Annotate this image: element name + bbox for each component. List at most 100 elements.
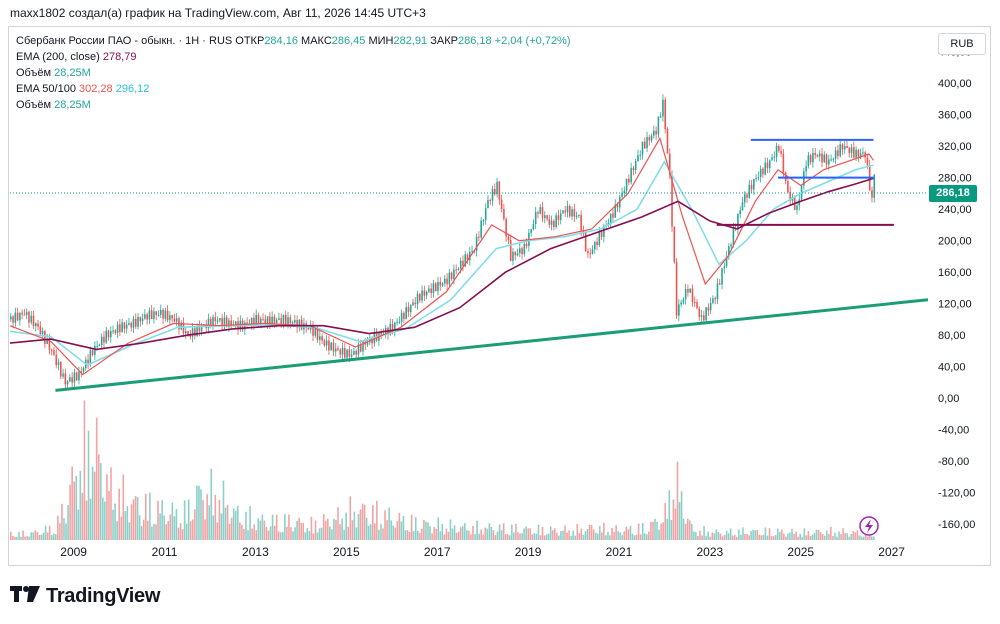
volume-bar (619, 532, 622, 540)
volume-bar (778, 531, 781, 540)
volume-bar (324, 520, 327, 540)
volume-bar (811, 534, 814, 540)
volume-bar (578, 533, 581, 540)
candle-body (109, 331, 112, 338)
volume-bar (607, 531, 609, 540)
volume-bar (553, 528, 556, 540)
candle-body (562, 210, 564, 214)
legend-ema200-row[interactable]: EMA (200, close) 278,79 (16, 49, 571, 65)
volume-bar (333, 518, 335, 540)
candle-body (173, 318, 176, 322)
candle-body (725, 256, 728, 267)
volume-bar (390, 520, 392, 540)
open-value: 284,16 (264, 35, 298, 47)
tradingview-logo[interactable]: TradingView (10, 585, 160, 608)
legend-ema50100-row[interactable]: EMA 50/100 302,28 296,12 (16, 81, 571, 97)
candle-body (764, 162, 766, 175)
volume-bar (140, 526, 143, 540)
volume-bar (279, 532, 282, 540)
legend-volume2-row[interactable]: Объём 28,25M (16, 97, 571, 113)
volume-bar (830, 526, 832, 540)
volume-bar (525, 526, 527, 540)
candle-body (693, 301, 696, 303)
volume-bar (44, 525, 47, 540)
volume-bar (740, 534, 742, 540)
volume-bar (603, 522, 605, 540)
candle-body (500, 199, 503, 210)
volume-bar (453, 525, 456, 540)
volume-bar (611, 527, 613, 540)
volume-bar (738, 529, 740, 540)
volume-bar (259, 520, 262, 540)
lightning-icon[interactable] (859, 516, 879, 536)
volume-bar (668, 490, 671, 540)
volume-bar (646, 534, 648, 540)
candle-body (848, 148, 851, 153)
volume-bar (14, 536, 16, 540)
volume-bar (181, 529, 184, 540)
volume-bar (357, 513, 360, 540)
volume-bar (825, 530, 828, 540)
volume-bar (635, 534, 638, 540)
trendline (55, 298, 929, 392)
volume-bar (564, 525, 566, 540)
symbol-name[interactable]: Сбербанк России ПАО - обыкн. · 1Н · RUS (16, 35, 233, 47)
volume-bar (269, 526, 272, 540)
volume-bar (183, 500, 186, 540)
volume-bar (707, 531, 709, 540)
volume-bar (441, 523, 444, 540)
volume-bar (126, 506, 129, 540)
volume-bar (367, 525, 370, 540)
ema50100-label: EMA 50/100 (16, 83, 76, 95)
legend-volume-row[interactable]: Объём 28,25M (16, 65, 571, 81)
candle-body (164, 310, 167, 319)
volume-bar (594, 532, 597, 540)
volume-bar (586, 528, 589, 540)
volume-bar (774, 535, 777, 540)
candle-body (832, 158, 835, 160)
volume-bar (224, 507, 227, 540)
volume-bar (331, 529, 333, 540)
candle-body (628, 178, 630, 183)
volume-bar (83, 400, 86, 540)
currency-button[interactable]: RUB (938, 33, 986, 55)
candle-body (141, 318, 144, 322)
candle-body (469, 251, 471, 261)
volume-bar (218, 499, 221, 540)
candle-body (300, 319, 303, 330)
volume-bar (860, 536, 863, 540)
volume-bar (613, 531, 615, 540)
low-value: 282,91 (393, 35, 428, 47)
candle-body (637, 155, 639, 162)
volume-bar (832, 536, 834, 540)
volume-bar (69, 484, 71, 540)
candle-body (830, 159, 832, 161)
candle-body (337, 348, 339, 350)
volume-bar (870, 536, 873, 540)
volume-bar (654, 518, 656, 540)
volume-bar (63, 518, 65, 540)
volume-bar (384, 510, 386, 540)
candle-body (278, 318, 280, 320)
candle-body (846, 146, 848, 149)
volume-bar (815, 529, 818, 540)
volume-bar (848, 536, 851, 540)
candle-body (339, 349, 342, 355)
volume-bar (20, 536, 22, 540)
candle-body (623, 190, 626, 193)
candle-body (34, 323, 37, 327)
volume-bar (672, 499, 675, 540)
volume-bar (498, 524, 501, 540)
volume-bar (543, 535, 546, 540)
volume-bar (97, 454, 100, 540)
volume-bar (263, 520, 266, 540)
volume-bar (443, 534, 446, 540)
candle-body (625, 178, 628, 191)
volume-bar (705, 535, 707, 540)
candle-body (471, 250, 473, 252)
volume-bar (106, 474, 108, 540)
volume-bar (132, 499, 135, 540)
volume-bar (120, 516, 123, 540)
close-label: ЗАКР (430, 35, 458, 47)
